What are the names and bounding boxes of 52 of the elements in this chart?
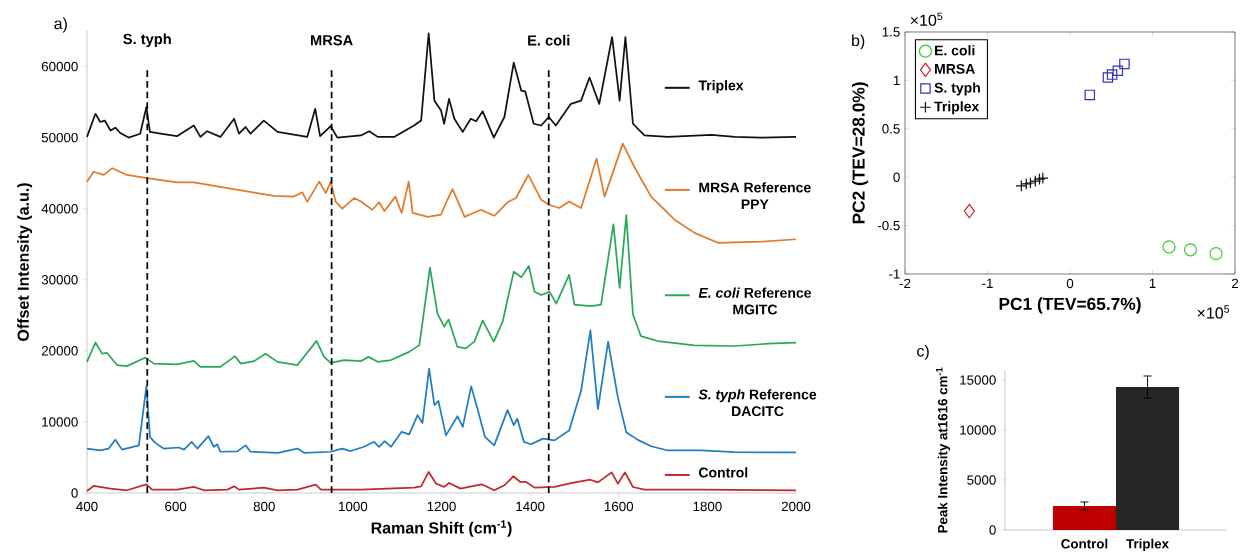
y-axis-title: PC2 (TEV=28.0%) bbox=[852, 82, 869, 224]
x-tick-label: 1400 bbox=[516, 501, 545, 512]
x-tick-label: 800 bbox=[253, 501, 275, 512]
y-tick-label: 10000 bbox=[42, 417, 78, 427]
x-tick-label: 1000 bbox=[339, 501, 368, 512]
y-axis-title: Peak Intensity at1616 cm$^{-1}$ bbox=[936, 367, 951, 533]
x-axis-title: PC1 (TEV=65.7%) bbox=[999, 297, 1141, 314]
text: ×10$^{5}$ bbox=[1197, 305, 1230, 319]
y-tick-label: 0 bbox=[893, 172, 900, 182]
legend-label: Triplex bbox=[698, 80, 744, 94]
y-tick-label: 50000 bbox=[41, 132, 78, 143]
y-tick-label: 5000 bbox=[967, 475, 996, 485]
legend-label: Control bbox=[698, 467, 748, 478]
y-tick-label: -1 bbox=[889, 269, 900, 279]
x-tick-label: 1600 bbox=[604, 501, 634, 512]
x-tick-label: 400 bbox=[76, 501, 98, 512]
y-tick-label: 30000 bbox=[41, 275, 78, 285]
legend-label: E. coli bbox=[935, 45, 975, 56]
x-tick-label: 1200 bbox=[427, 501, 456, 512]
ref-line-label: MRSA bbox=[311, 35, 353, 46]
x-tick-label: 1 bbox=[1149, 278, 1156, 288]
ref-line-label: E. coli bbox=[528, 34, 570, 46]
legend-label: S. typh bbox=[934, 82, 980, 96]
legend-label: Triplex bbox=[934, 101, 980, 115]
x-tick-label: 0 bbox=[1066, 278, 1074, 289]
y-tick-label: 1.5 bbox=[882, 27, 900, 37]
y-tick-label: 20000 bbox=[41, 346, 78, 356]
legend-label: E. coli Reference MGITC bbox=[698, 287, 811, 315]
y-axis-title: Offset Intensity (a.u.) bbox=[17, 183, 33, 341]
legend-label: MRSA Reference PPY bbox=[699, 182, 811, 209]
y-tick-label: 0 bbox=[989, 525, 996, 535]
y-tick-label: 60000 bbox=[41, 61, 78, 72]
y-tick-label: 0.5 bbox=[882, 124, 900, 134]
x-axis-title: Raman Shift (cm$^{-1}$) bbox=[371, 520, 512, 537]
chart-title: a) bbox=[54, 17, 67, 33]
chart-title: c) bbox=[917, 344, 929, 360]
legend-label: S. typh Reference DACITC bbox=[698, 389, 817, 417]
y-tick-label: 15000 bbox=[960, 375, 996, 385]
x-tick-label: 600 bbox=[165, 501, 187, 512]
ref-line-label: S. typh bbox=[123, 33, 171, 48]
x-tick-label: -2 bbox=[899, 278, 911, 289]
y-tick-label: 0 bbox=[71, 488, 78, 498]
x-tick-label: 2000 bbox=[781, 501, 811, 512]
chart-title: b) bbox=[852, 34, 865, 50]
x-tick-label: 1800 bbox=[693, 501, 722, 512]
y-tick-label: -0.5 bbox=[877, 220, 900, 231]
y-tick-label: 1 bbox=[893, 75, 900, 85]
y-tick-label: 40000 bbox=[41, 203, 78, 214]
y-tick-label: 10000 bbox=[960, 425, 996, 435]
x-tick-label: 2 bbox=[1231, 278, 1239, 289]
legend-label: MRSA bbox=[935, 63, 975, 74]
text: ×10$^{5}$ bbox=[910, 12, 943, 26]
